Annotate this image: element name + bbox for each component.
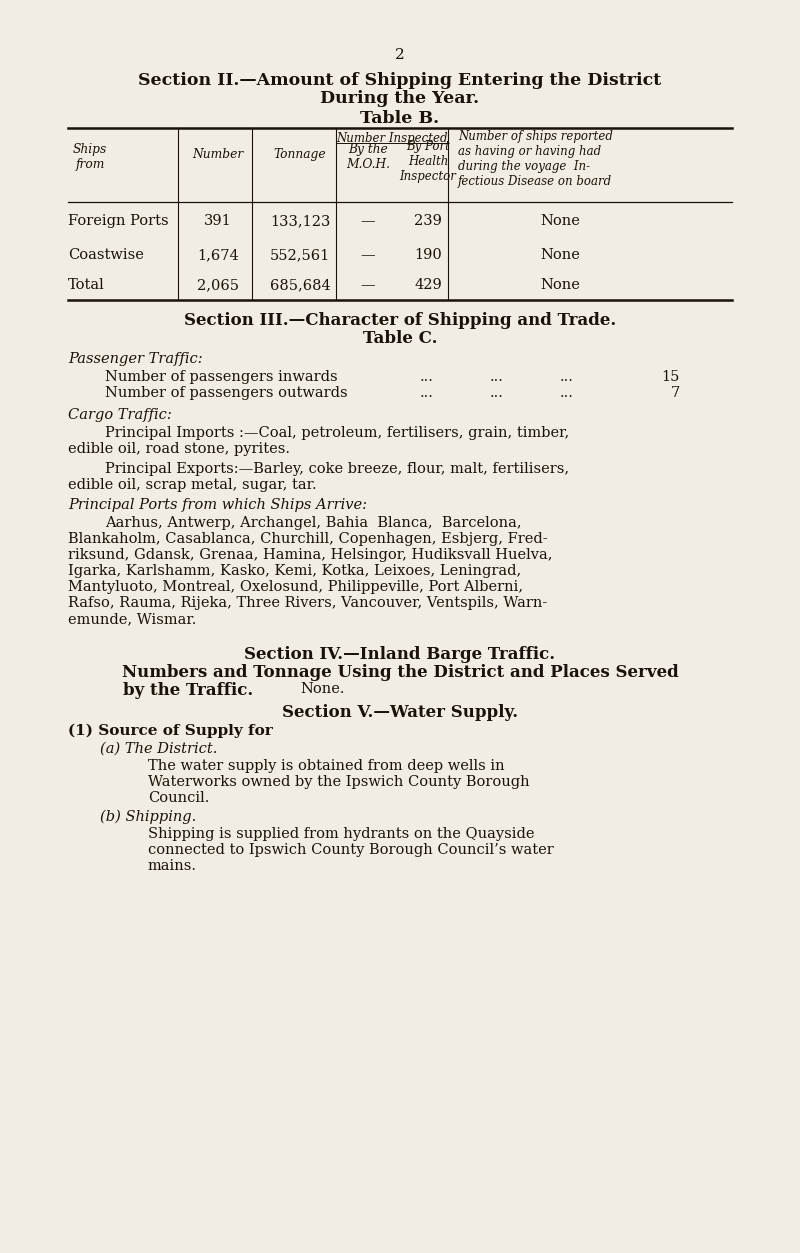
Text: Principal Exports:—Barley, coke breeze, flour, malt, fertilisers,: Principal Exports:—Barley, coke breeze, … <box>105 462 569 476</box>
Text: edible oil, scrap metal, sugar, tar.: edible oil, scrap metal, sugar, tar. <box>68 477 317 492</box>
Text: (a) The District.: (a) The District. <box>100 742 218 756</box>
Text: 239: 239 <box>414 214 442 228</box>
Text: 190: 190 <box>414 248 442 262</box>
Text: Mantyluoto, Montreal, Oxelosund, Philippeville, Port Alberni,: Mantyluoto, Montreal, Oxelosund, Philipp… <box>68 580 523 594</box>
Text: ...: ... <box>420 370 434 383</box>
Text: Rafso, Rauma, Rijeka, Three Rivers, Vancouver, Ventspils, Warn-: Rafso, Rauma, Rijeka, Three Rivers, Vanc… <box>68 596 547 610</box>
Text: 429: 429 <box>414 278 442 292</box>
Text: Ships
from: Ships from <box>73 143 107 170</box>
Text: Tonnage: Tonnage <box>274 148 326 160</box>
Text: —: — <box>361 248 375 262</box>
Text: ...: ... <box>560 386 574 400</box>
Text: Igarka, Karlshamm, Kasko, Kemi, Kotka, Leixoes, Leningrad,: Igarka, Karlshamm, Kasko, Kemi, Kotka, L… <box>68 564 522 578</box>
Text: Council.: Council. <box>148 791 210 804</box>
Text: None.: None. <box>300 682 345 695</box>
Text: Section IV.—Inland Barge Traffic.: Section IV.—Inland Barge Traffic. <box>245 647 555 663</box>
Text: ...: ... <box>560 370 574 383</box>
Text: 15: 15 <box>662 370 680 383</box>
Text: By the
M.O.H.: By the M.O.H. <box>346 143 390 170</box>
Text: by the Traffic.: by the Traffic. <box>123 682 253 699</box>
Text: Shipping is supplied from hydrants on the Quayside: Shipping is supplied from hydrants on th… <box>148 827 534 841</box>
Text: Blankaholm, Casablanca, Churchill, Copenhagen, Esbjerg, Fred-: Blankaholm, Casablanca, Churchill, Copen… <box>68 533 548 546</box>
Text: 2,065: 2,065 <box>197 278 239 292</box>
Text: —: — <box>361 214 375 228</box>
Text: Number of passengers outwards: Number of passengers outwards <box>105 386 348 400</box>
Text: Passenger Traffic:: Passenger Traffic: <box>68 352 202 366</box>
Text: 552,561: 552,561 <box>270 248 330 262</box>
Text: Section II.—Amount of Shipping Entering the District: Section II.—Amount of Shipping Entering … <box>138 71 662 89</box>
Text: None: None <box>540 214 580 228</box>
Text: (b) Shipping.: (b) Shipping. <box>100 809 196 824</box>
Text: riksund, Gdansk, Grenaa, Hamina, Helsingor, Hudiksvall Huelva,: riksund, Gdansk, Grenaa, Hamina, Helsing… <box>68 548 553 563</box>
Text: Aarhus, Antwerp, Archangel, Bahia  Blanca,  Barcelona,: Aarhus, Antwerp, Archangel, Bahia Blanca… <box>105 516 522 530</box>
Text: Waterworks owned by the Ipswich County Borough: Waterworks owned by the Ipswich County B… <box>148 776 530 789</box>
Text: Number of passengers inwards: Number of passengers inwards <box>105 370 338 383</box>
Text: None: None <box>540 278 580 292</box>
Text: 7: 7 <box>670 386 680 400</box>
Text: 2: 2 <box>395 48 405 61</box>
Text: During the Year.: During the Year. <box>321 90 479 107</box>
Text: Number: Number <box>192 148 244 160</box>
Text: mains.: mains. <box>148 860 197 873</box>
Text: None: None <box>540 248 580 262</box>
Text: edible oil, road stone, pyrites.: edible oil, road stone, pyrites. <box>68 442 290 456</box>
Text: —: — <box>361 278 375 292</box>
Text: Section V.—Water Supply.: Section V.—Water Supply. <box>282 704 518 720</box>
Text: Coastwise: Coastwise <box>68 248 144 262</box>
Text: 391: 391 <box>204 214 232 228</box>
Text: Principal Ports from which Ships Arrive:: Principal Ports from which Ships Arrive: <box>68 497 367 512</box>
Text: emunde, Wismar.: emunde, Wismar. <box>68 611 196 626</box>
Text: The water supply is obtained from deep wells in: The water supply is obtained from deep w… <box>148 759 505 773</box>
Text: Foreign Ports: Foreign Ports <box>68 214 169 228</box>
Text: By Port
Health
Inspector: By Port Health Inspector <box>399 140 457 183</box>
Text: Section III.—Character of Shipping and Trade.: Section III.—Character of Shipping and T… <box>184 312 616 330</box>
Text: 133,123: 133,123 <box>270 214 330 228</box>
Text: Table C.: Table C. <box>362 330 438 347</box>
Text: Total: Total <box>68 278 105 292</box>
Text: (1) Source of Supply for: (1) Source of Supply for <box>68 724 273 738</box>
Text: ...: ... <box>490 386 504 400</box>
Text: Cargo Traffic:: Cargo Traffic: <box>68 408 172 422</box>
Text: Number of ships reported
as having or having had
during the voyage  In-
fectious: Number of ships reported as having or ha… <box>458 130 613 188</box>
Text: ...: ... <box>490 370 504 383</box>
Text: Principal Imports :—Coal, petroleum, fertilisers, grain, timber,: Principal Imports :—Coal, petroleum, fer… <box>105 426 570 440</box>
Text: 685,684: 685,684 <box>270 278 330 292</box>
Text: 1,674: 1,674 <box>197 248 239 262</box>
Text: ...: ... <box>420 386 434 400</box>
Text: Numbers and Tonnage Using the District and Places Served: Numbers and Tonnage Using the District a… <box>122 664 678 680</box>
Text: Number Inspected: Number Inspected <box>336 132 448 145</box>
Text: connected to Ipswich County Borough Council’s water: connected to Ipswich County Borough Coun… <box>148 843 554 857</box>
Text: Table B.: Table B. <box>361 110 439 127</box>
